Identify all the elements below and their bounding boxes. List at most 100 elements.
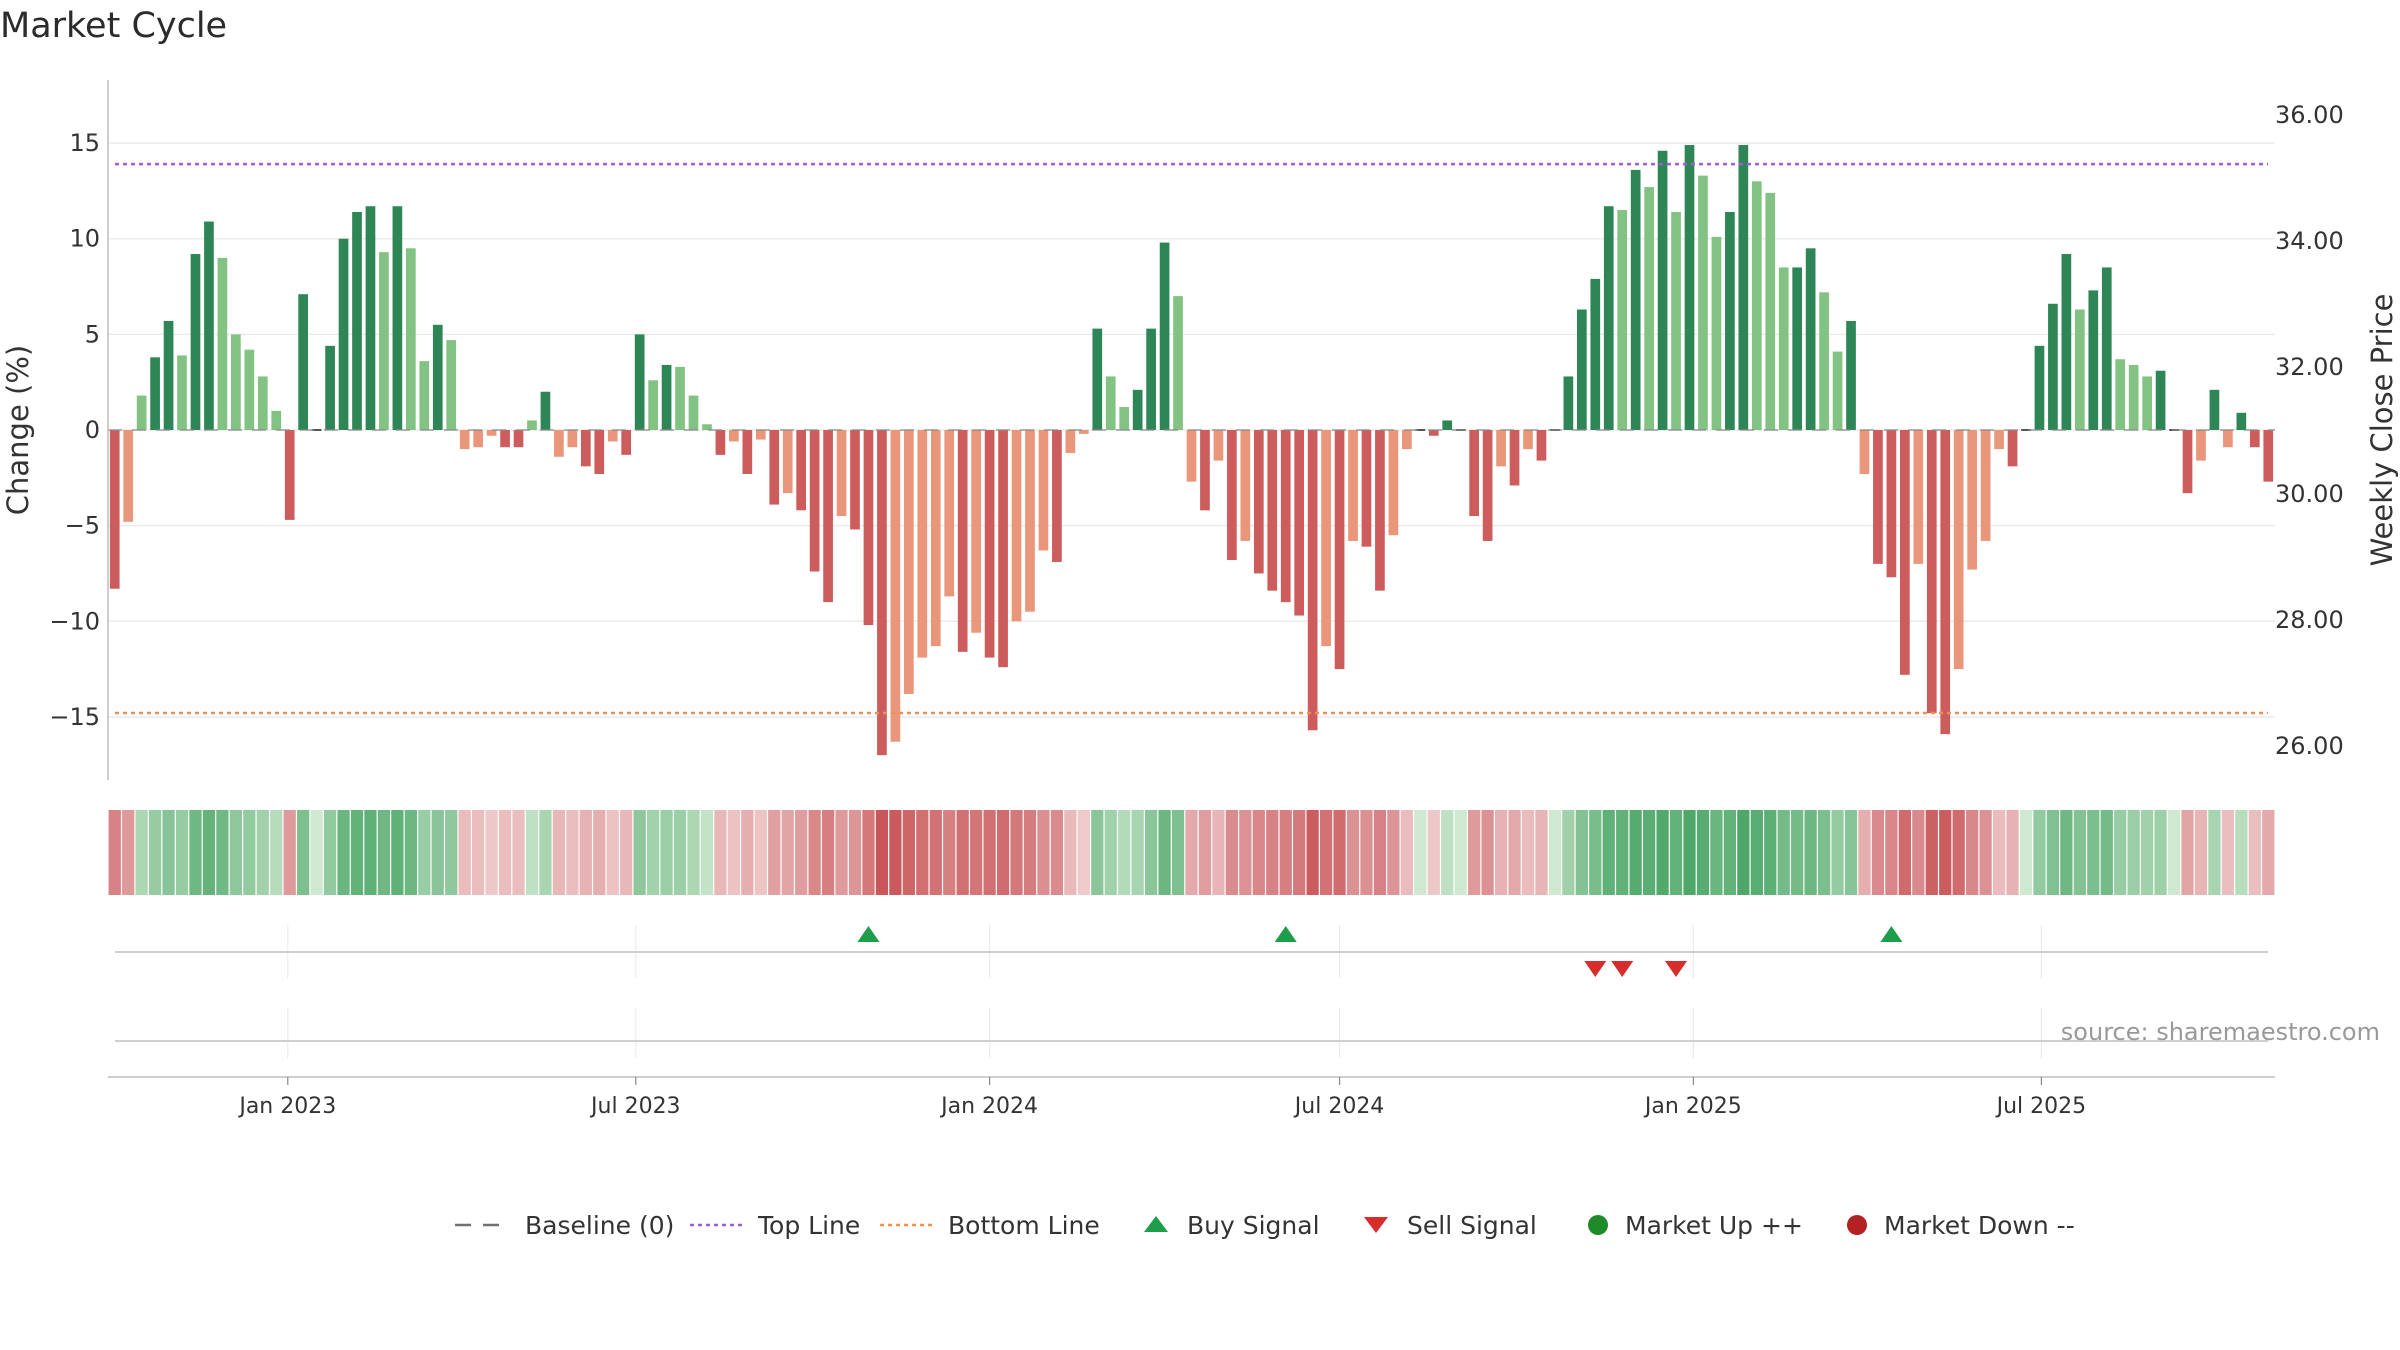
heat-cell — [983, 810, 996, 895]
bar — [1846, 320, 1856, 430]
heat-cell — [970, 810, 983, 895]
bar — [1119, 407, 1130, 430]
bar — [392, 206, 403, 430]
heat-cell — [1683, 810, 1696, 895]
bar — [1402, 430, 1412, 450]
bar — [1227, 430, 1237, 561]
heat-cell — [1939, 810, 1952, 895]
bar — [1200, 430, 1210, 511]
legend-swatch-sell — [1364, 1217, 1388, 1233]
bar — [2263, 430, 2274, 482]
heat-cell — [1158, 810, 1171, 895]
bar — [1523, 430, 1533, 450]
bar — [204, 221, 214, 430]
heat-cell — [566, 810, 579, 895]
bar — [729, 430, 739, 442]
heat-cell — [1212, 810, 1225, 895]
bar — [1469, 430, 1479, 517]
heat-cell — [1131, 810, 1144, 895]
bar — [1011, 430, 1022, 622]
bar — [1644, 187, 1654, 430]
heat-cell — [391, 810, 404, 895]
bar — [513, 430, 524, 448]
bar — [1375, 430, 1385, 591]
heat-cell — [2046, 810, 2060, 895]
y-tick-label: −5 — [65, 512, 100, 540]
bar — [661, 364, 672, 430]
x-tick-labels: Jan 2023 Jul 2023 Jan 2024 Jul 2024 Jan 2025… — [237, 1077, 2086, 1119]
bar — [2223, 430, 2233, 448]
y2-axis-label: Weekly Close Price — [2365, 294, 2399, 567]
bar — [998, 430, 1008, 668]
heat-cell — [310, 810, 323, 895]
bar — [1563, 376, 1574, 430]
bar — [1805, 248, 1816, 430]
heat-cell — [2248, 810, 2261, 895]
bar — [580, 430, 591, 467]
heat-cell — [848, 810, 862, 895]
heat-cell — [1171, 810, 1185, 895]
heat-cell — [633, 810, 646, 895]
heat-cell — [552, 810, 566, 895]
bar — [527, 420, 537, 430]
bar — [702, 424, 712, 430]
heat-cell — [1494, 810, 1508, 895]
bar — [1751, 181, 1762, 430]
y-tick-label: 0 — [85, 416, 100, 444]
bar — [177, 355, 187, 430]
bar — [1967, 430, 1978, 570]
bar — [1711, 236, 1722, 430]
bar — [244, 349, 255, 430]
bar — [540, 391, 551, 430]
heat-cell — [646, 810, 660, 895]
heat-cell — [431, 810, 444, 895]
heat-cell — [1710, 810, 1723, 895]
bar — [1025, 430, 1035, 612]
bar — [1886, 430, 1897, 578]
bar — [1819, 292, 1829, 430]
bar — [271, 410, 282, 430]
heat-cell — [1427, 810, 1440, 895]
heat-cell — [1400, 810, 1413, 895]
heat-cell — [1804, 810, 1817, 895]
bar — [1307, 430, 1318, 731]
heat-cell — [1239, 810, 1252, 895]
heat-cell — [929, 810, 942, 895]
y2-tick-label: 30.00 — [2275, 480, 2344, 508]
bar — [1698, 175, 1708, 430]
bar — [123, 430, 134, 522]
bar — [836, 430, 847, 517]
bar — [1253, 430, 1264, 574]
heat-cell — [202, 810, 216, 895]
bar — [796, 430, 807, 511]
heat-cell — [1360, 810, 1373, 895]
bar — [567, 430, 578, 448]
heat-cell — [2006, 810, 2019, 895]
heat-cell — [2033, 810, 2046, 895]
heat-cell — [1992, 810, 2006, 895]
heat-cell — [2194, 810, 2208, 895]
bar — [379, 252, 389, 430]
heat-cell — [472, 810, 485, 895]
bar — [1671, 211, 1681, 430]
bar — [1725, 211, 1735, 430]
bar — [2249, 430, 2260, 448]
heat-cell — [862, 810, 875, 895]
heat-cell — [1696, 810, 1710, 895]
bar — [1926, 430, 1937, 714]
heat-cell — [795, 810, 808, 895]
bar — [446, 340, 457, 430]
heat-cell — [714, 810, 727, 895]
bar — [1496, 430, 1506, 467]
bar — [1173, 296, 1183, 430]
heat-cell — [229, 810, 242, 895]
bar — [231, 334, 241, 430]
heat-cell — [1656, 810, 1669, 895]
bar — [1348, 430, 1358, 541]
heat-cell — [2221, 810, 2235, 895]
heat-cell — [875, 810, 889, 895]
bar — [432, 324, 443, 430]
heat-cell — [458, 810, 471, 895]
bar — [971, 430, 981, 633]
heat-cell — [1817, 810, 1831, 895]
